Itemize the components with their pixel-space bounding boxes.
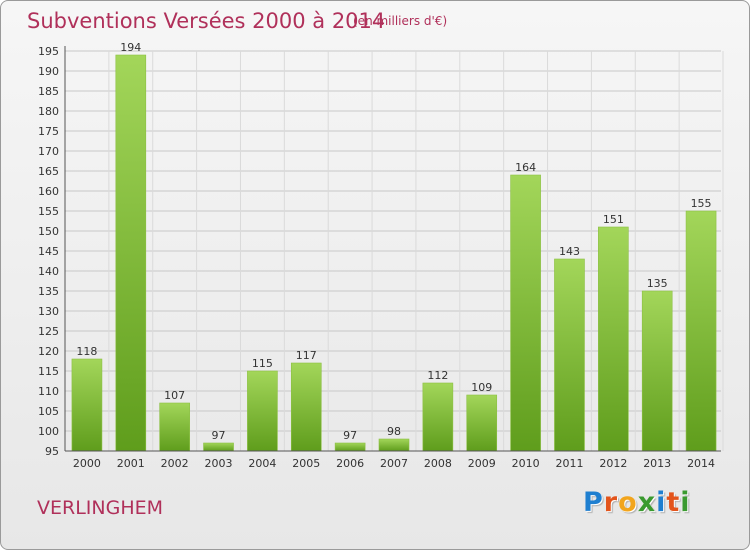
data-label-2002: 107 xyxy=(164,389,185,402)
bar-2007 xyxy=(378,438,410,452)
x-tick-label-2006: 2006 xyxy=(336,457,364,470)
bar-2014 xyxy=(685,210,717,452)
data-label-2005: 117 xyxy=(296,349,317,362)
x-tick-label-2000: 2000 xyxy=(73,457,101,470)
y-tick-label: 100 xyxy=(38,425,59,438)
y-tick-label: 150 xyxy=(38,225,59,238)
x-axis: 2000 2001 2002 2003 2004 2005 2006 2007 2008 2009… xyxy=(65,450,721,470)
y-tick-label: 185 xyxy=(38,85,59,98)
bars: 118 194 107 97 115 117 97 98 112 109 164 143 151 135 1… xyxy=(71,41,717,452)
x-tick-label-2005: 2005 xyxy=(292,457,320,470)
y-tick-label: 155 xyxy=(38,205,59,218)
y-tick-label: 195 xyxy=(38,45,59,58)
bar-2010 xyxy=(510,174,541,452)
x-tick-label-2014: 2014 xyxy=(687,457,715,470)
y-tick-label: 190 xyxy=(38,65,59,78)
y-tick-label: 145 xyxy=(38,245,59,258)
y-tick-label: 160 xyxy=(38,185,59,198)
x-tick-label-2008: 2008 xyxy=(424,457,452,470)
bar-2011 xyxy=(554,258,585,452)
x-tick-label-2001: 2001 xyxy=(117,457,145,470)
x-tick-label-2011: 2011 xyxy=(555,457,583,470)
x-tick-label-2002: 2002 xyxy=(161,457,189,470)
logo-letter: o xyxy=(618,487,638,518)
x-tick-label-2007: 2007 xyxy=(380,457,408,470)
x-tick-label-2012: 2012 xyxy=(599,457,627,470)
y-tick-label: 105 xyxy=(38,405,59,418)
proxiti-logo: Proxiti xyxy=(583,487,691,518)
logo-letter: i xyxy=(680,487,691,518)
logo-letter: i xyxy=(656,487,667,518)
x-tick-label-2003: 2003 xyxy=(205,457,233,470)
logo-letter: t xyxy=(666,487,681,518)
bar-2013 xyxy=(641,290,673,452)
data-label-2003: 97 xyxy=(212,429,226,442)
y-tick-label: 110 xyxy=(38,385,59,398)
data-label-2004: 115 xyxy=(252,357,273,370)
commune-name: VERLINGHEM xyxy=(37,497,164,519)
y-tick-label: 135 xyxy=(38,285,59,298)
x-tick-label-2013: 2013 xyxy=(643,457,671,470)
y-tick-label: 140 xyxy=(38,265,59,278)
y-tick-label: 175 xyxy=(38,125,59,138)
data-label-2010: 164 xyxy=(515,161,536,174)
logo-letter: x xyxy=(637,487,657,518)
chart-title: Subventions Versées 2000 à 2014 xyxy=(27,9,386,33)
data-label-2012: 151 xyxy=(603,213,624,226)
data-label-2014: 155 xyxy=(691,197,712,210)
data-label-2007: 98 xyxy=(387,425,401,438)
y-tick-label: 170 xyxy=(38,145,59,158)
data-label-2000: 118 xyxy=(76,345,97,358)
chart-unit-note: (en milliers d'€) xyxy=(353,14,448,28)
bar-2008 xyxy=(422,382,454,452)
bar-2001 xyxy=(115,54,147,452)
data-label-2006: 97 xyxy=(343,429,357,442)
data-label-2001: 194 xyxy=(120,41,141,54)
x-tick-label-2010: 2010 xyxy=(512,457,540,470)
bar-2002 xyxy=(159,402,190,452)
data-label-2011: 143 xyxy=(559,245,580,258)
logo-letter: r xyxy=(603,487,619,518)
bar-2012 xyxy=(598,226,629,452)
y-tick-label: 180 xyxy=(38,105,59,118)
x-tick-label-2004: 2004 xyxy=(248,457,276,470)
y-tick-label: 125 xyxy=(38,325,59,338)
x-tick-label-2009: 2009 xyxy=(468,457,496,470)
y-tick-label: 130 xyxy=(38,305,59,318)
y-axis: 95 100 105 110 115 120 125 130 135 140 145 150 155 16… xyxy=(38,45,66,458)
bar-2006 xyxy=(334,442,366,452)
data-label-2009: 109 xyxy=(471,381,492,394)
logo-letter: P xyxy=(583,487,604,518)
data-label-2008: 112 xyxy=(427,369,448,382)
y-tick-label: 165 xyxy=(38,165,59,178)
data-label-2013: 135 xyxy=(647,277,668,290)
y-tick-label: 95 xyxy=(45,445,59,458)
bar-2003 xyxy=(203,442,234,452)
y-tick-label: 115 xyxy=(38,365,59,378)
bar-2009 xyxy=(466,394,498,452)
bar-2004 xyxy=(247,370,278,452)
bar-2005 xyxy=(290,362,322,452)
y-tick-label: 120 xyxy=(38,345,59,358)
bar-2000 xyxy=(71,358,103,452)
